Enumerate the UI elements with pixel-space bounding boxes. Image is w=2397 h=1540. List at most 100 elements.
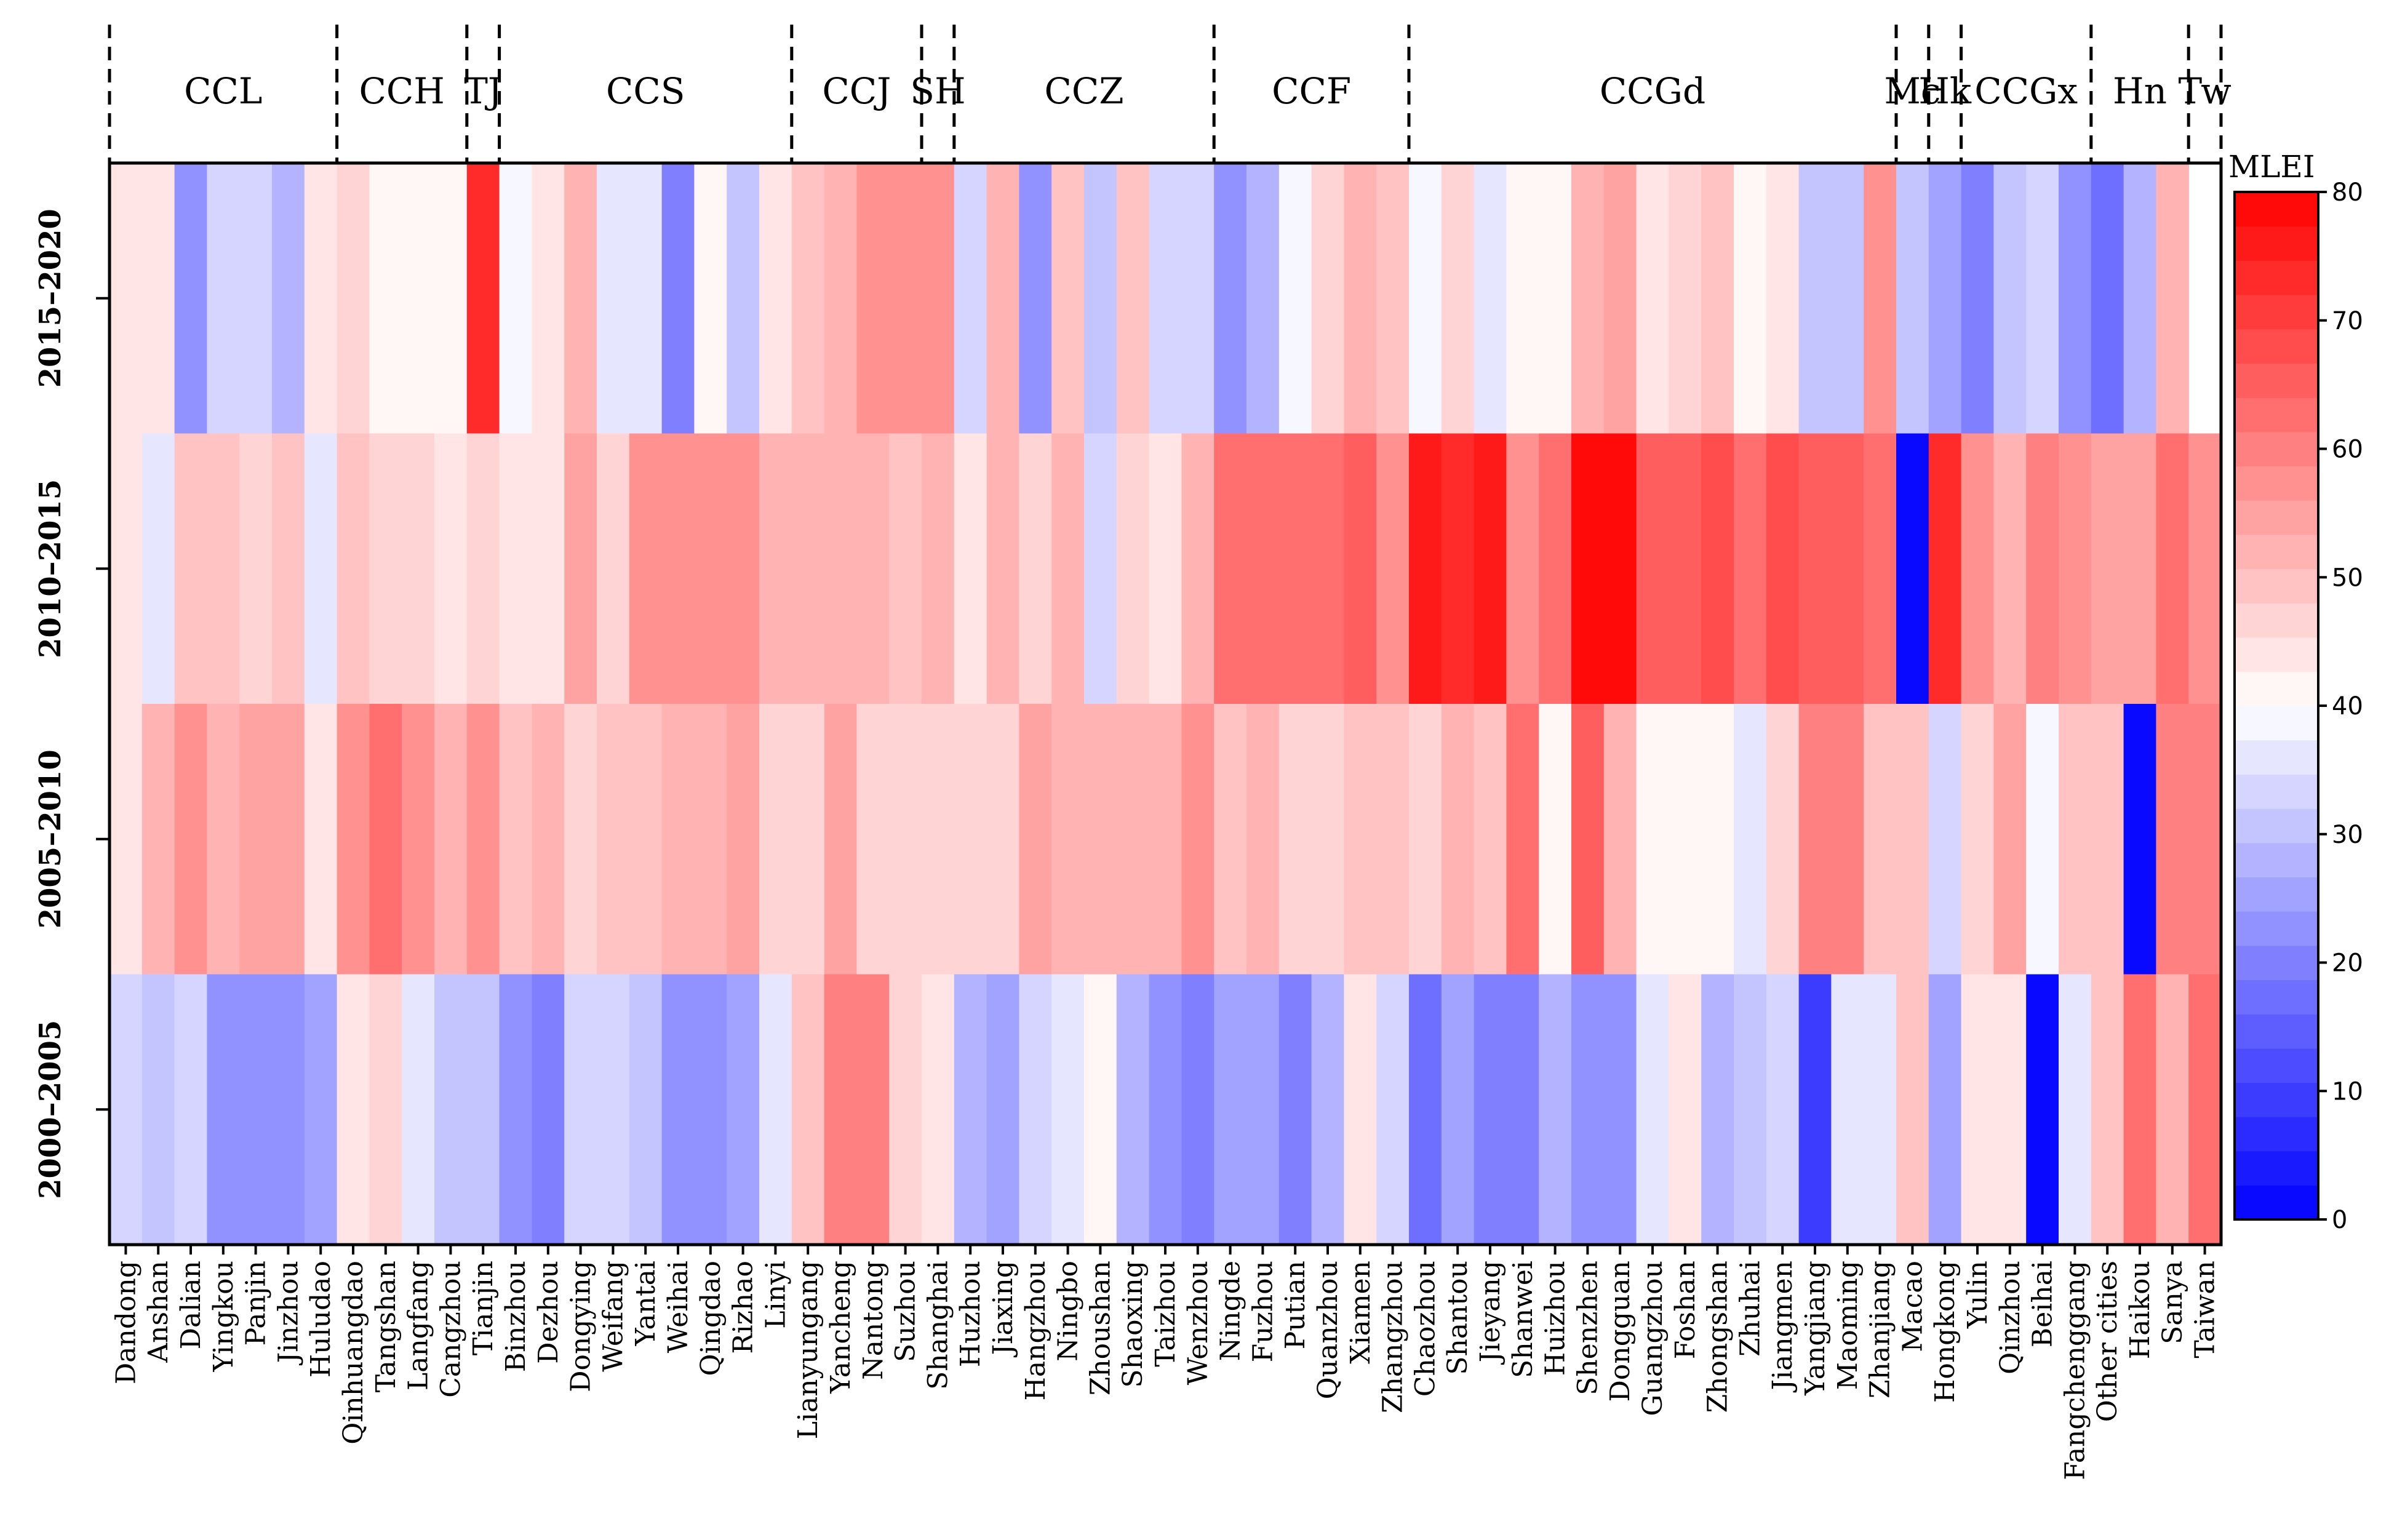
- heatmap-cell: [1928, 974, 1962, 1245]
- heatmap-cell: [922, 163, 955, 434]
- heatmap-cell: [1636, 163, 1670, 434]
- heatmap-cell: [369, 704, 402, 975]
- heatmap-cell: [1928, 704, 1962, 975]
- colorbar-segment: [2235, 808, 2318, 844]
- heatmap-cell: [499, 974, 533, 1245]
- heatmap-cell: [337, 163, 370, 434]
- heatmap-cell: [1409, 433, 1442, 704]
- heatmap-cell: [532, 433, 565, 704]
- heatmap-cell: [824, 974, 858, 1245]
- heatmap-cell: [597, 704, 630, 975]
- heatmap-cell: [1181, 974, 1214, 1245]
- heatmap-cell: [2059, 433, 2092, 704]
- heatmap-cell: [791, 974, 825, 1245]
- heatmap-cell: [466, 974, 500, 1245]
- heatmap-cell: [986, 704, 1020, 975]
- heatmap-cell: [1701, 704, 1734, 975]
- heatmap-cell: [1798, 974, 1832, 1245]
- colorbar-segment: [2235, 706, 2318, 741]
- heatmap-cell: [1474, 974, 1507, 1245]
- group-label: CCS: [606, 70, 685, 112]
- colorbar-segment: [2235, 1151, 2318, 1186]
- x-tick-label: Guangzhou: [1637, 1261, 1669, 1416]
- heatmap-cell: [1214, 974, 1247, 1245]
- heatmap-cell: [272, 163, 305, 434]
- heatmap-cell: [727, 433, 760, 704]
- heatmap-cell: [434, 433, 468, 704]
- x-tick-label: Zhuhai: [1734, 1261, 1766, 1357]
- heatmap-cell: [110, 433, 143, 704]
- heatmap-cell: [1603, 163, 1637, 434]
- heatmap-cell: [174, 433, 208, 704]
- x-tick-label: Huludao: [305, 1261, 337, 1378]
- x-tick-label: Ningde: [1215, 1261, 1246, 1361]
- x-tick-label: Ningbo: [1053, 1261, 1084, 1362]
- colorbar: 0 10 20 30 40 50 60 70 80: [2233, 178, 2363, 1234]
- heatmap-cell: [564, 974, 597, 1245]
- heatmap-cell: [1896, 704, 1929, 975]
- heatmap-cell: [142, 704, 175, 975]
- heatmap-cell: [856, 704, 890, 975]
- group-label: Mc: [1884, 70, 1940, 112]
- x-tick-label: Lianyungang: [792, 1261, 824, 1439]
- heatmap-cell: [1831, 974, 1864, 1245]
- heatmap-cell: [1896, 433, 1929, 704]
- x-tick-label: Jiangmen: [1767, 1261, 1798, 1393]
- heatmap-cell: [564, 433, 597, 704]
- heatmap-cell: [1051, 704, 1085, 975]
- heatmap-cell: [2059, 974, 2092, 1245]
- heatmap-cell: [239, 433, 273, 704]
- heatmap-cell: [304, 433, 338, 704]
- heatmap-cell: [1928, 163, 1962, 434]
- heatmap-cell: [1734, 974, 1767, 1245]
- group-label: SH: [910, 70, 965, 112]
- heatmap-cell: [1409, 974, 1442, 1245]
- heatmap-cell: [1019, 974, 1052, 1245]
- heatmap-cell: [1278, 704, 1312, 975]
- heatmap-cell: [889, 433, 922, 704]
- group-label: CCGx: [1974, 70, 2078, 112]
- x-tick-label: Macao: [1897, 1261, 1928, 1352]
- heatmap-cell: [1798, 433, 1832, 704]
- x-tick-label: Sanya: [2157, 1261, 2188, 1344]
- group-separators: [108, 25, 2223, 163]
- colorbar-segment: [2235, 260, 2318, 295]
- heatmap-cell: [1278, 433, 1312, 704]
- heatmap-cell: [629, 433, 663, 704]
- heatmap-cell: [1993, 974, 2027, 1245]
- heatmap-cell: [1278, 163, 1312, 434]
- heatmap-cell: [1344, 974, 1377, 1245]
- x-tick-label: Xiamen: [1345, 1261, 1376, 1364]
- heatmap-cell: [954, 704, 987, 975]
- colorbar-segment: [2235, 877, 2318, 912]
- heatmap-cell: [597, 433, 630, 704]
- group-label: CCJ: [822, 70, 891, 112]
- heatmap-cell: [1961, 433, 1995, 704]
- x-tick-label: Nantong: [858, 1261, 889, 1380]
- heatmap-cell: [369, 974, 402, 1245]
- heatmap-cell: [922, 974, 955, 1245]
- x-tick-label: Langfang: [403, 1261, 434, 1390]
- heatmap-cell: [304, 704, 338, 975]
- x-tick-label: Zhanjiang: [1865, 1261, 1896, 1398]
- heatmap-cell: [466, 163, 500, 434]
- heatmap-cell: [1278, 974, 1312, 1245]
- x-tick-label: Dongying: [565, 1261, 597, 1392]
- colorbar-segment: [2235, 603, 2318, 638]
- heatmap-cell: [532, 163, 565, 434]
- x-tick-label: Qinzhou: [1995, 1261, 2026, 1374]
- x-tick-label: Dandong: [110, 1261, 142, 1384]
- heatmap-cell: [174, 974, 208, 1245]
- heatmap-cell: [597, 163, 630, 434]
- heatmap-cells: [110, 163, 2222, 1245]
- y-tick-label: 2000–2005: [33, 1020, 68, 1199]
- heatmap-cell: [1409, 163, 1442, 434]
- heatmap-cell: [174, 704, 208, 975]
- colorbar-tick-label: 30: [2332, 821, 2363, 849]
- x-tick-label: Binzhou: [500, 1261, 532, 1372]
- x-tick-label: Hongkong: [1929, 1261, 1961, 1403]
- heatmap-cell: [1961, 704, 1995, 975]
- heatmap-cell: [1214, 433, 1247, 704]
- heatmap-cell: [2156, 163, 2189, 434]
